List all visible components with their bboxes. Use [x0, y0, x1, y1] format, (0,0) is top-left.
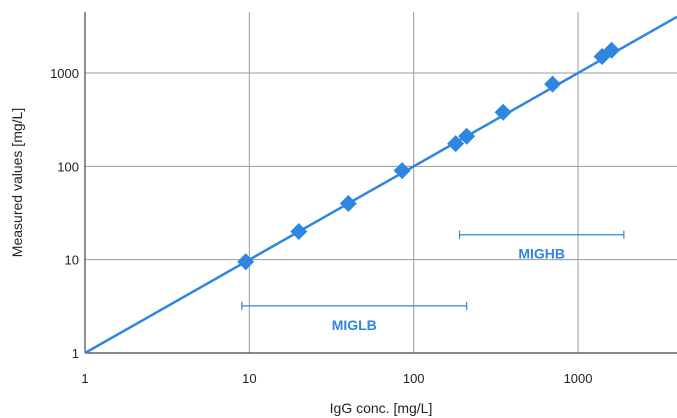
- range-label: MIGLB: [332, 317, 377, 333]
- range-label: MIGHB: [518, 246, 565, 262]
- x-tick-label: 10: [242, 371, 256, 386]
- x-tick-label: 100: [403, 371, 425, 386]
- grid: [85, 12, 677, 353]
- x-tick-label: 1000: [564, 371, 593, 386]
- y-tick-labels: 1 10 100 1000: [50, 66, 79, 361]
- range-mighb: MIGHB: [458, 230, 625, 262]
- y-tick-label: 1000: [50, 66, 79, 81]
- y-tick-label: 100: [57, 159, 79, 174]
- data-point: [237, 253, 255, 271]
- data-point: [393, 162, 411, 180]
- x-tick-labels: 1 10 100 1000: [81, 371, 592, 386]
- data-point: [447, 135, 465, 153]
- x-tick-label: 1: [81, 371, 88, 386]
- y-axis-title: Measured values [mg/L]: [9, 108, 25, 257]
- data-point: [544, 75, 562, 93]
- data-points: [237, 41, 621, 271]
- y-tick-label: 1: [72, 346, 79, 361]
- y-tick-label: 10: [65, 253, 79, 268]
- data-point: [458, 127, 476, 145]
- range-miglb: MIGLB: [241, 301, 468, 333]
- axes: [84, 12, 677, 354]
- data-point: [339, 194, 357, 212]
- data-point: [494, 103, 512, 121]
- range-annotations: MIGLB MIGHB: [241, 230, 625, 333]
- x-axis-title: IgG conc. [mg/L]: [330, 400, 433, 416]
- fit-line: [84, 15, 677, 355]
- data-point: [603, 41, 621, 59]
- data-point: [290, 223, 308, 241]
